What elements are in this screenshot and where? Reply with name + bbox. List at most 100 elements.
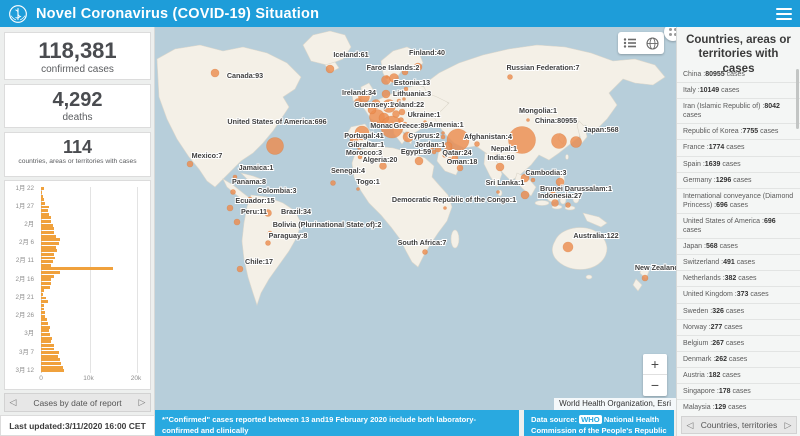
chart-bar-row[interactable] <box>5 212 152 216</box>
chart-bar-row[interactable] <box>5 282 152 286</box>
map-bubble[interactable] <box>520 173 530 183</box>
map-bubble[interactable] <box>357 146 361 150</box>
map-bubble[interactable] <box>389 73 399 83</box>
country-list-item[interactable]: Iran (Islamic Republic of) :8042 cases <box>677 99 800 125</box>
map-bubble[interactable] <box>456 164 464 172</box>
chart-bar[interactable] <box>41 205 50 209</box>
chart-bar-row[interactable] <box>5 231 152 235</box>
map-bubble[interactable] <box>562 241 574 253</box>
chart-bar[interactable] <box>41 347 54 351</box>
chart-bar[interactable] <box>41 296 46 300</box>
map-bubble[interactable] <box>434 145 442 153</box>
chart-bar-row[interactable] <box>5 325 152 329</box>
chart-bar-row[interactable]: 2月 6 <box>5 239 152 246</box>
chart-bar-row[interactable]: 2月 16 <box>5 276 152 282</box>
chart-bar[interactable] <box>41 351 59 355</box>
map-bubble[interactable] <box>398 117 404 123</box>
chart-bar-row[interactable] <box>5 354 152 358</box>
countries-pager-prev-icon[interactable]: ◁ <box>686 419 694 430</box>
country-list-item[interactable]: United Kingdom :373 cases <box>677 287 800 304</box>
chart-bar[interactable] <box>41 198 45 202</box>
map-bubble[interactable] <box>495 162 505 172</box>
chart-bar[interactable] <box>41 249 58 253</box>
chart-bar[interactable] <box>41 329 50 333</box>
chart-bar-row[interactable] <box>5 318 152 322</box>
map-bubble[interactable] <box>520 190 530 200</box>
country-list-item[interactable]: Republic of Korea :7755 cases <box>677 124 800 141</box>
chart-bar[interactable] <box>41 332 51 336</box>
country-list-item[interactable]: International conveyance (Diamond Prince… <box>677 189 800 214</box>
chart-bar-row[interactable] <box>5 289 152 293</box>
chart-bar-row[interactable]: 2月 26 <box>5 312 152 319</box>
chart-bar-row[interactable]: 3月 7 <box>5 349 152 355</box>
map-bubble[interactable] <box>230 189 236 195</box>
chart-bar[interactable] <box>41 325 50 329</box>
chart-bar-row[interactable] <box>5 249 152 253</box>
chart-bar-row[interactable] <box>5 329 152 333</box>
country-list-item[interactable]: China :80955 cases <box>677 67 800 84</box>
map-bubble[interactable] <box>349 135 359 145</box>
map-bubble[interactable] <box>551 199 559 207</box>
chart-bar-row[interactable] <box>5 271 152 275</box>
chart-bar-row[interactable] <box>5 340 152 344</box>
chart-bar-row[interactable] <box>5 343 152 348</box>
chart-bar[interactable] <box>41 216 51 220</box>
who-link[interactable]: WHO <box>579 415 602 424</box>
map-bubble[interactable] <box>379 162 387 170</box>
map-bubble[interactable] <box>526 118 530 122</box>
map-bubble[interactable] <box>267 230 273 236</box>
chart-bar[interactable] <box>41 271 61 274</box>
map-bubble[interactable] <box>551 133 567 149</box>
chart-bar-row[interactable] <box>5 307 152 311</box>
chart-bar-row[interactable] <box>5 322 152 326</box>
chart-bar-row[interactable] <box>5 285 152 289</box>
menu-icon[interactable] <box>776 7 792 20</box>
chart-bar-row[interactable]: 1月 27 <box>5 203 152 210</box>
chart-bar[interactable] <box>41 256 56 260</box>
chart-bar-row[interactable] <box>5 234 152 238</box>
map-bubble[interactable] <box>325 64 335 74</box>
chart-bar[interactable] <box>41 365 63 369</box>
map-bubble[interactable] <box>528 169 536 177</box>
map-more-button[interactable] <box>664 27 676 41</box>
country-list-item[interactable]: Spain :1639 cases <box>677 157 800 173</box>
chart-bar[interactable] <box>41 187 44 191</box>
chart-bar[interactable] <box>41 354 59 358</box>
chart-bar-row[interactable] <box>5 263 152 267</box>
map-bubble[interactable] <box>367 105 377 115</box>
map-bubble[interactable] <box>398 108 406 116</box>
chart-bar[interactable] <box>41 278 52 282</box>
chart-bar[interactable] <box>41 263 51 267</box>
chart-bar-row[interactable] <box>5 292 152 297</box>
chart-bar-row[interactable] <box>5 198 152 202</box>
country-list-item[interactable]: Germany :1296 cases <box>677 173 800 189</box>
chart-bar[interactable] <box>41 274 54 278</box>
chart-bar-row[interactable] <box>5 238 152 242</box>
chart-bar-row[interactable] <box>5 209 152 213</box>
map-bubble[interactable] <box>530 177 536 183</box>
chart-bar[interactable] <box>41 267 113 271</box>
chart-bar[interactable] <box>41 289 44 293</box>
map-bubble[interactable] <box>210 68 220 78</box>
chart-bar-row[interactable] <box>5 245 152 249</box>
chart-pager-next-icon[interactable]: ▷ <box>138 397 146 407</box>
country-list-item[interactable]: Sweden :326 cases <box>677 304 800 320</box>
map-bubble[interactable] <box>266 137 284 155</box>
chart-bar[interactable] <box>41 340 51 344</box>
chart-bar-row[interactable]: 2月 <box>5 221 152 228</box>
chart-bar[interactable] <box>41 300 48 304</box>
map-bubble[interactable] <box>402 121 408 127</box>
chart-pager-prev-icon[interactable]: ◁ <box>9 397 17 407</box>
map-bubble[interactable] <box>381 89 391 99</box>
chart-bar[interactable] <box>41 292 44 296</box>
basemap-globe-icon[interactable] <box>646 36 659 50</box>
map-bubble[interactable] <box>474 141 480 147</box>
chart-bar-row[interactable] <box>5 347 152 351</box>
chart-bar-row[interactable] <box>5 220 152 224</box>
chart-bar[interactable] <box>41 311 46 315</box>
chart-bar-row[interactable]: 2月 11 <box>5 258 152 264</box>
zoom-out-button[interactable]: − <box>650 377 660 393</box>
map-bubble[interactable] <box>442 152 448 158</box>
map-bubble[interactable] <box>247 196 253 202</box>
map-bubble[interactable] <box>555 177 565 187</box>
